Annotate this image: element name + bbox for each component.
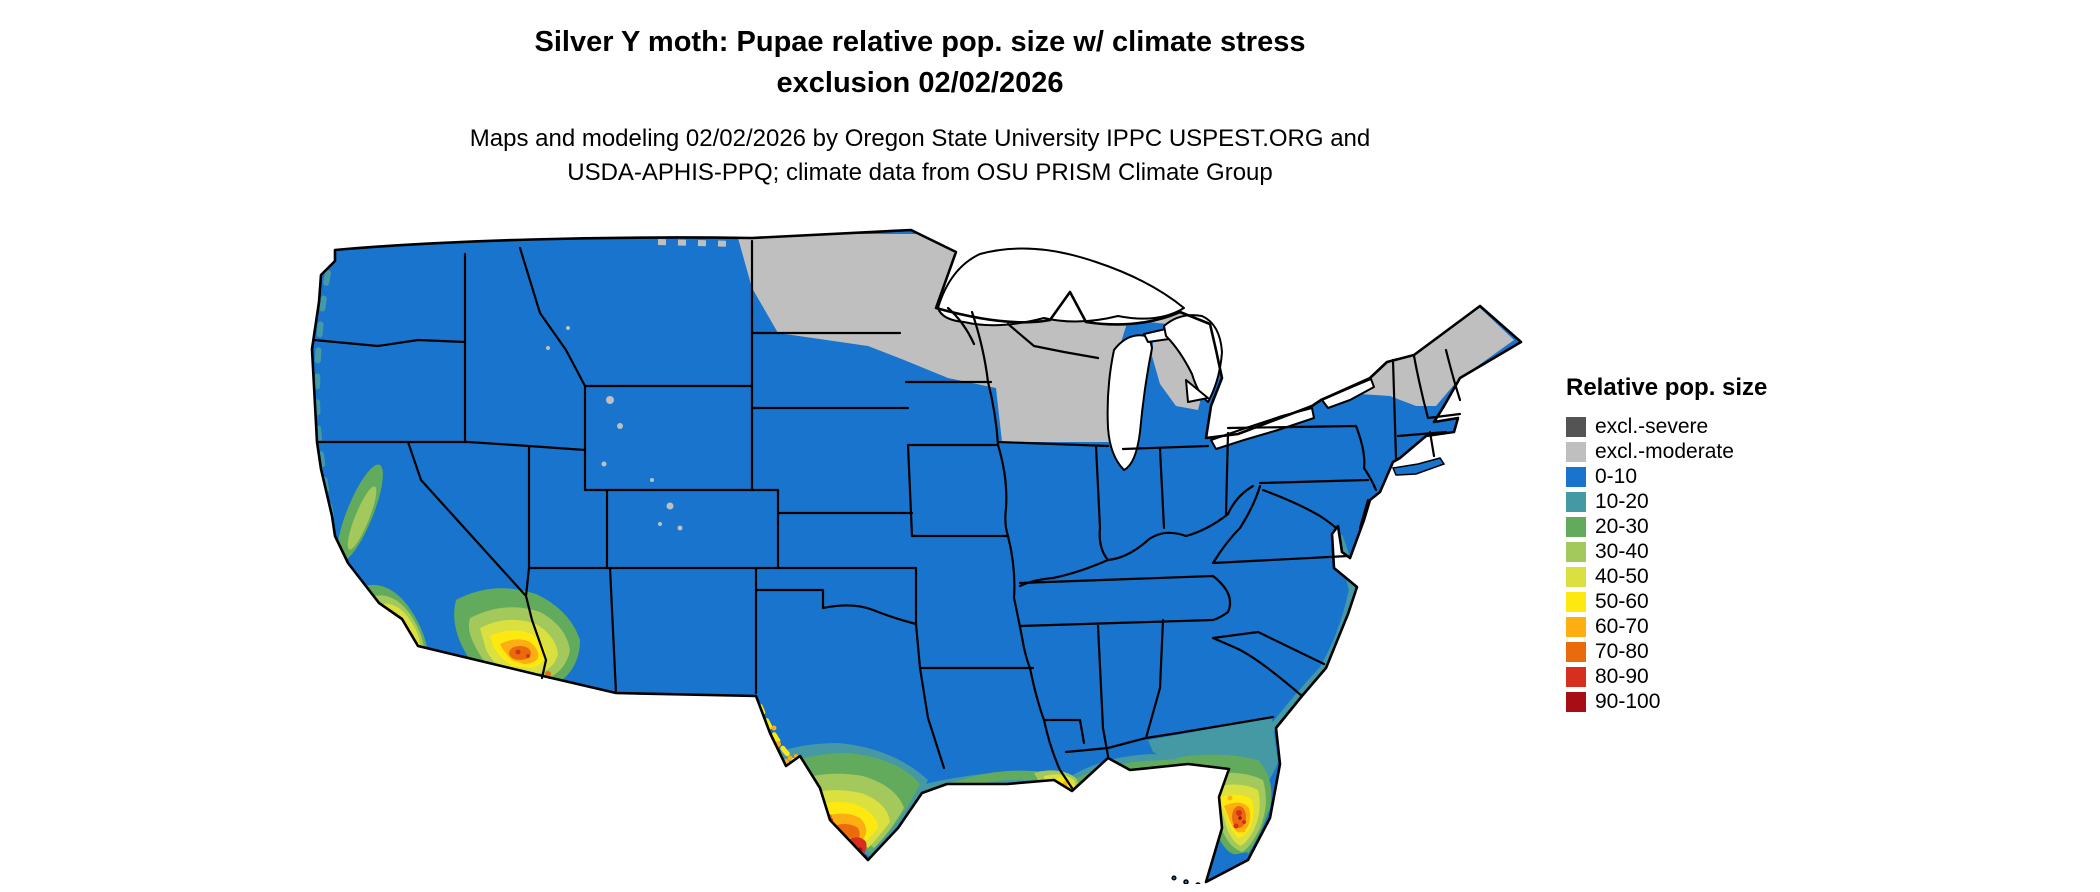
state-borders bbox=[312, 239, 1462, 790]
saginaw-bay bbox=[1185, 379, 1209, 403]
long-island bbox=[1391, 457, 1446, 476]
legend-label: 0-10 bbox=[1595, 464, 1638, 488]
legend-swatch-80-90 bbox=[1566, 666, 1586, 687]
us-map bbox=[308, 228, 1528, 888]
legend-item: 0-10 bbox=[1566, 464, 1846, 489]
legend-item: 50-60 bbox=[1566, 589, 1846, 614]
legend-item: 10-20 bbox=[1566, 489, 1846, 514]
legend-item: 90-100 bbox=[1566, 689, 1846, 714]
islands bbox=[1171, 457, 1446, 888]
state-borders-east bbox=[1018, 424, 1378, 758]
state-borders-central bbox=[904, 306, 1210, 790]
legend-item: 30-40 bbox=[1566, 539, 1846, 564]
us-map-svg bbox=[310, 228, 1523, 888]
legend-item: 80-90 bbox=[1566, 664, 1846, 689]
legend-swatch-10-20 bbox=[1566, 491, 1586, 512]
legend-label: excl.-severe bbox=[1595, 414, 1709, 438]
state-borders-northeast bbox=[1358, 348, 1462, 530]
florida-keys bbox=[1171, 875, 1201, 888]
state-borders-west bbox=[312, 239, 918, 695]
legend-swatch-excl-moderate bbox=[1566, 441, 1586, 462]
legend-label: 40-50 bbox=[1595, 564, 1649, 588]
legend-label: 90-100 bbox=[1595, 689, 1661, 713]
legend-label: 70-80 bbox=[1595, 639, 1649, 663]
legend-label: excl.-moderate bbox=[1595, 439, 1734, 463]
legend-label: 10-20 bbox=[1595, 489, 1649, 513]
page-subtitle-line2: USDA-APHIS-PPQ; climate data from OSU PR… bbox=[567, 159, 1273, 186]
legend-swatch-excl-severe bbox=[1566, 416, 1586, 437]
legend-item: excl.-severe bbox=[1566, 414, 1846, 439]
lake-huron bbox=[1163, 314, 1223, 403]
legend-swatch-90-100 bbox=[1566, 691, 1586, 712]
page-title-line1: Silver Y moth: Pupae relative pop. size … bbox=[534, 26, 1306, 58]
page-subtitle: Maps and modeling 02/02/2026 by Oregon S… bbox=[270, 122, 1570, 190]
us-outline bbox=[310, 228, 1523, 884]
regions-90-100 bbox=[857, 816, 1242, 859]
regions-excl-moderate-fringe bbox=[657, 239, 739, 247]
legend-swatch-50-60 bbox=[1566, 591, 1586, 612]
legend-label: 30-40 bbox=[1595, 539, 1649, 563]
lake-michigan bbox=[1106, 334, 1153, 471]
page-title-line2: exclusion 02/02/2026 bbox=[776, 67, 1064, 99]
page-subtitle-line1: Maps and modeling 02/02/2026 by Oregon S… bbox=[469, 125, 1371, 152]
legend-item: 20-30 bbox=[1566, 514, 1846, 539]
legend-label: 60-70 bbox=[1595, 614, 1649, 638]
legend-item: excl.-moderate bbox=[1566, 439, 1846, 464]
legend-item: 60-70 bbox=[1566, 614, 1846, 639]
lake-superior bbox=[937, 247, 1185, 327]
legend-swatch-30-40 bbox=[1566, 541, 1586, 562]
legend-item: 70-80 bbox=[1566, 639, 1846, 664]
legend-swatch-60-70 bbox=[1566, 616, 1586, 637]
legend: Relative pop. size excl.-severe excl.-mo… bbox=[1566, 374, 1846, 714]
legend-label: 50-60 bbox=[1595, 589, 1649, 613]
legend-label: 20-30 bbox=[1595, 514, 1649, 538]
legend-item: 40-50 bbox=[1566, 564, 1846, 589]
legend-label: 80-90 bbox=[1595, 664, 1649, 688]
page-title: Silver Y moth: Pupae relative pop. size … bbox=[270, 22, 1570, 104]
legend-swatch-0-10 bbox=[1566, 466, 1586, 487]
legend-swatch-70-80 bbox=[1566, 641, 1586, 662]
legend-swatch-40-50 bbox=[1566, 566, 1586, 587]
legend-title: Relative pop. size bbox=[1566, 374, 1768, 401]
legend-swatch-20-30 bbox=[1566, 516, 1586, 537]
